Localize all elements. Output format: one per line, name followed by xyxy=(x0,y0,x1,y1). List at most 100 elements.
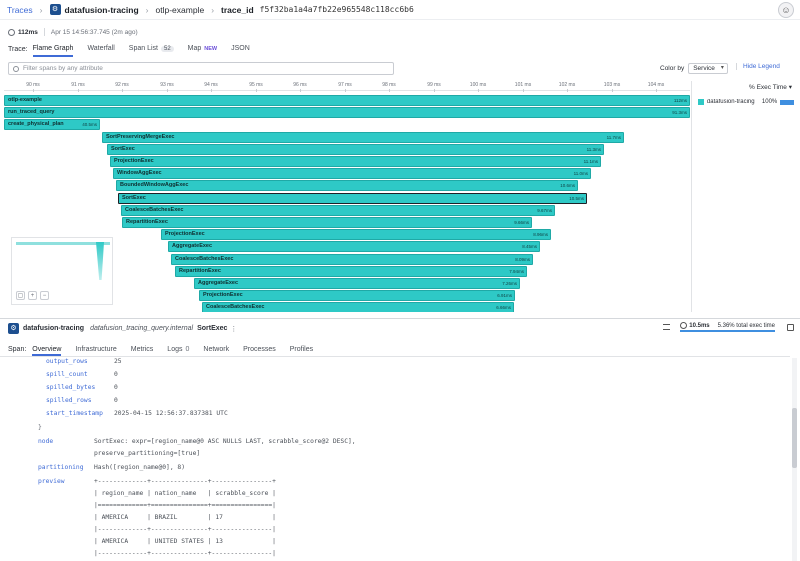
attr-key[interactable]: node xyxy=(38,438,54,445)
flame-bar-duration: 11.3ms xyxy=(586,146,601,152)
flame-bar-duration: 11.0ms xyxy=(573,171,588,177)
breadcrumb-traces[interactable]: Traces xyxy=(7,4,33,15)
tab-metrics[interactable]: Metrics xyxy=(130,345,154,353)
legend-panel: % Exec Time ▾ datafusion-tracing 100% xyxy=(691,81,800,312)
flame-bar-duration: 40.5ms xyxy=(82,122,97,128)
divider xyxy=(0,356,790,357)
legend-bar xyxy=(780,99,794,105)
minimap-controls: ▢ + − xyxy=(16,291,52,300)
attr-key[interactable]: spilled_bytes xyxy=(46,384,96,391)
color-by-select[interactable]: Service xyxy=(688,63,728,74)
tab-waterfall[interactable]: Waterfall xyxy=(87,44,115,52)
tab-span-list[interactable]: Span List 52 xyxy=(129,45,174,54)
time-tick xyxy=(523,89,524,92)
zoom-in-icon[interactable]: + xyxy=(28,291,37,300)
flame-bar[interactable]: ProjectionExec 6.91ms xyxy=(199,290,515,302)
service-name[interactable]: datafusion-tracing xyxy=(64,4,139,15)
zoom-out-icon[interactable]: − xyxy=(40,291,49,300)
attr-key[interactable]: spill_count xyxy=(46,371,88,378)
hide-legend-button[interactable]: Hide Legend xyxy=(736,63,780,70)
flame-bar-duration: 91.3ms xyxy=(672,110,687,116)
time-tick xyxy=(122,89,123,92)
flame-bar[interactable]: RepartitionExec 9.66ms xyxy=(122,217,532,228)
trace-id-value[interactable]: f5f32ba1a4a7fb22e965548c118cc6b6 xyxy=(259,5,414,14)
tab-processes[interactable]: Processes xyxy=(243,345,276,353)
legend-header[interactable]: % Exec Time ▾ xyxy=(749,83,792,91)
attr-key[interactable]: output_rows xyxy=(46,358,88,365)
flame-graph[interactable]: 90 ms 91 ms 92 ms 93 ms 94 ms 95 ms 96 ms 97 ms… xyxy=(4,81,690,312)
span-stats: 10.5ms 5.36% total exec time xyxy=(663,322,794,332)
flame-bar[interactable]: ProjectionExec 11.1ms xyxy=(110,156,601,167)
span-service[interactable]: datafusion-tracing xyxy=(23,325,85,332)
attr-key[interactable]: partitioning xyxy=(38,464,84,471)
flame-bar[interactable]: SortExec 10.5ms xyxy=(118,192,587,204)
trace-tabs-label: Trace: xyxy=(8,45,28,53)
avatar[interactable]: ☺ xyxy=(778,2,794,18)
tab-overview[interactable]: Overview xyxy=(32,345,62,356)
filter-icon[interactable] xyxy=(663,324,671,330)
flame-bar[interactable]: SortExec 11.3ms xyxy=(107,143,604,155)
flame-bar[interactable]: WindowAggExec 11.0ms xyxy=(113,168,591,180)
chevron-right-icon: › xyxy=(211,4,215,15)
time-tick xyxy=(612,89,613,92)
legend-percent: 100% xyxy=(761,99,778,105)
legend-row[interactable]: datafusion-tracing 100% xyxy=(698,99,794,105)
filter-placeholder: Filter spans by any attribute xyxy=(23,65,103,72)
attr-key[interactable]: preview xyxy=(38,478,65,485)
minimap-spike xyxy=(96,242,104,280)
node-value-line: SortExec: expr=[region_name@0 ASC NULLS … xyxy=(94,438,356,445)
attr-key[interactable]: start_timestamp xyxy=(46,410,103,417)
tab-logs[interactable]: Logs 0 xyxy=(167,346,189,353)
tab-map[interactable]: Map NEW xyxy=(188,45,217,54)
service-icon: ⚙ xyxy=(49,4,61,15)
flame-bar[interactable]: CoalesceBatchesExec 9.67ms xyxy=(121,204,555,216)
tab-infrastructure[interactable]: Infrastructure xyxy=(75,345,117,353)
resource-name[interactable]: otlp-example xyxy=(155,4,205,15)
flame-minimap[interactable]: ▢ + − xyxy=(11,237,113,305)
tab-flame-graph[interactable]: Flame Graph xyxy=(32,44,74,57)
scrollbar[interactable] xyxy=(792,358,797,561)
flame-bar[interactable]: run_traced_query 91.3ms xyxy=(4,107,690,119)
flame-bar[interactable]: AggregateExec 7.26ms xyxy=(194,278,520,289)
tab-logs-label: Logs xyxy=(167,345,183,353)
save-icon[interactable] xyxy=(787,323,794,331)
flame-bar[interactable]: RepartitionExec 7.94ms xyxy=(175,265,527,277)
attr-key[interactable]: spilled_rows xyxy=(46,397,92,404)
partitioning-value: Hash([region_name@0], 8) xyxy=(94,464,185,471)
flame-bar[interactable]: CoalesceBatchesExec 8.09ms xyxy=(171,253,533,265)
flame-bar[interactable]: BoundedWindowAggExec 10.6ms xyxy=(116,180,578,192)
trace-id-label: trace_id xyxy=(221,4,254,15)
trace-duration: 112ms xyxy=(18,28,38,36)
flame-bar[interactable]: CoalesceBatchesExec 6.66ms xyxy=(202,302,514,312)
tab-map-label: Map xyxy=(187,44,202,52)
time-tick-label: 104 ms xyxy=(647,82,665,88)
flame-bar[interactable]: ProjectionExec 8.96ms xyxy=(161,229,551,241)
time-tick-label: 96 ms xyxy=(293,82,307,88)
flame-bar-label: CoalesceBatchesExec xyxy=(175,255,234,262)
tab-json[interactable]: JSON xyxy=(231,44,250,52)
time-tick xyxy=(78,89,79,92)
more-options-icon[interactable]: ⋮ xyxy=(230,325,238,333)
span-duration: 10.5ms xyxy=(689,322,710,329)
logs-count: 0 xyxy=(185,345,190,353)
flame-bar[interactable]: otlp-example 112ms xyxy=(4,95,690,106)
attr-row: node xyxy=(38,438,53,445)
time-tick xyxy=(478,89,479,92)
span-filter-input[interactable]: Filter spans by any attribute xyxy=(8,62,394,75)
flame-bar-label: SortExec xyxy=(122,194,146,201)
flame-bar-duration: 7.94ms xyxy=(509,268,524,274)
flame-bar-duration: 11.7ms xyxy=(606,134,621,140)
attr-value: 25 xyxy=(114,358,122,365)
attr-row: spill_count 0 xyxy=(46,371,118,378)
time-tick xyxy=(256,89,257,92)
tab-network[interactable]: Network xyxy=(203,345,230,353)
tab-profiles[interactable]: Profiles xyxy=(289,345,314,353)
flame-bar[interactable]: SortPreservingMergeExec 11.7ms xyxy=(102,131,624,143)
flame-bar[interactable]: create_physical_plan 40.5ms xyxy=(4,119,100,131)
flame-bar[interactable]: AggregateExec 8.45ms xyxy=(168,241,540,253)
flame-bar-label: ProjectionExec xyxy=(203,292,243,299)
flame-bar-label: BoundedWindowAggExec xyxy=(120,182,189,189)
scrollbar-thumb[interactable] xyxy=(792,408,797,468)
fit-icon[interactable]: ▢ xyxy=(16,291,25,300)
flame-bar-duration: 10.5ms xyxy=(569,195,584,201)
